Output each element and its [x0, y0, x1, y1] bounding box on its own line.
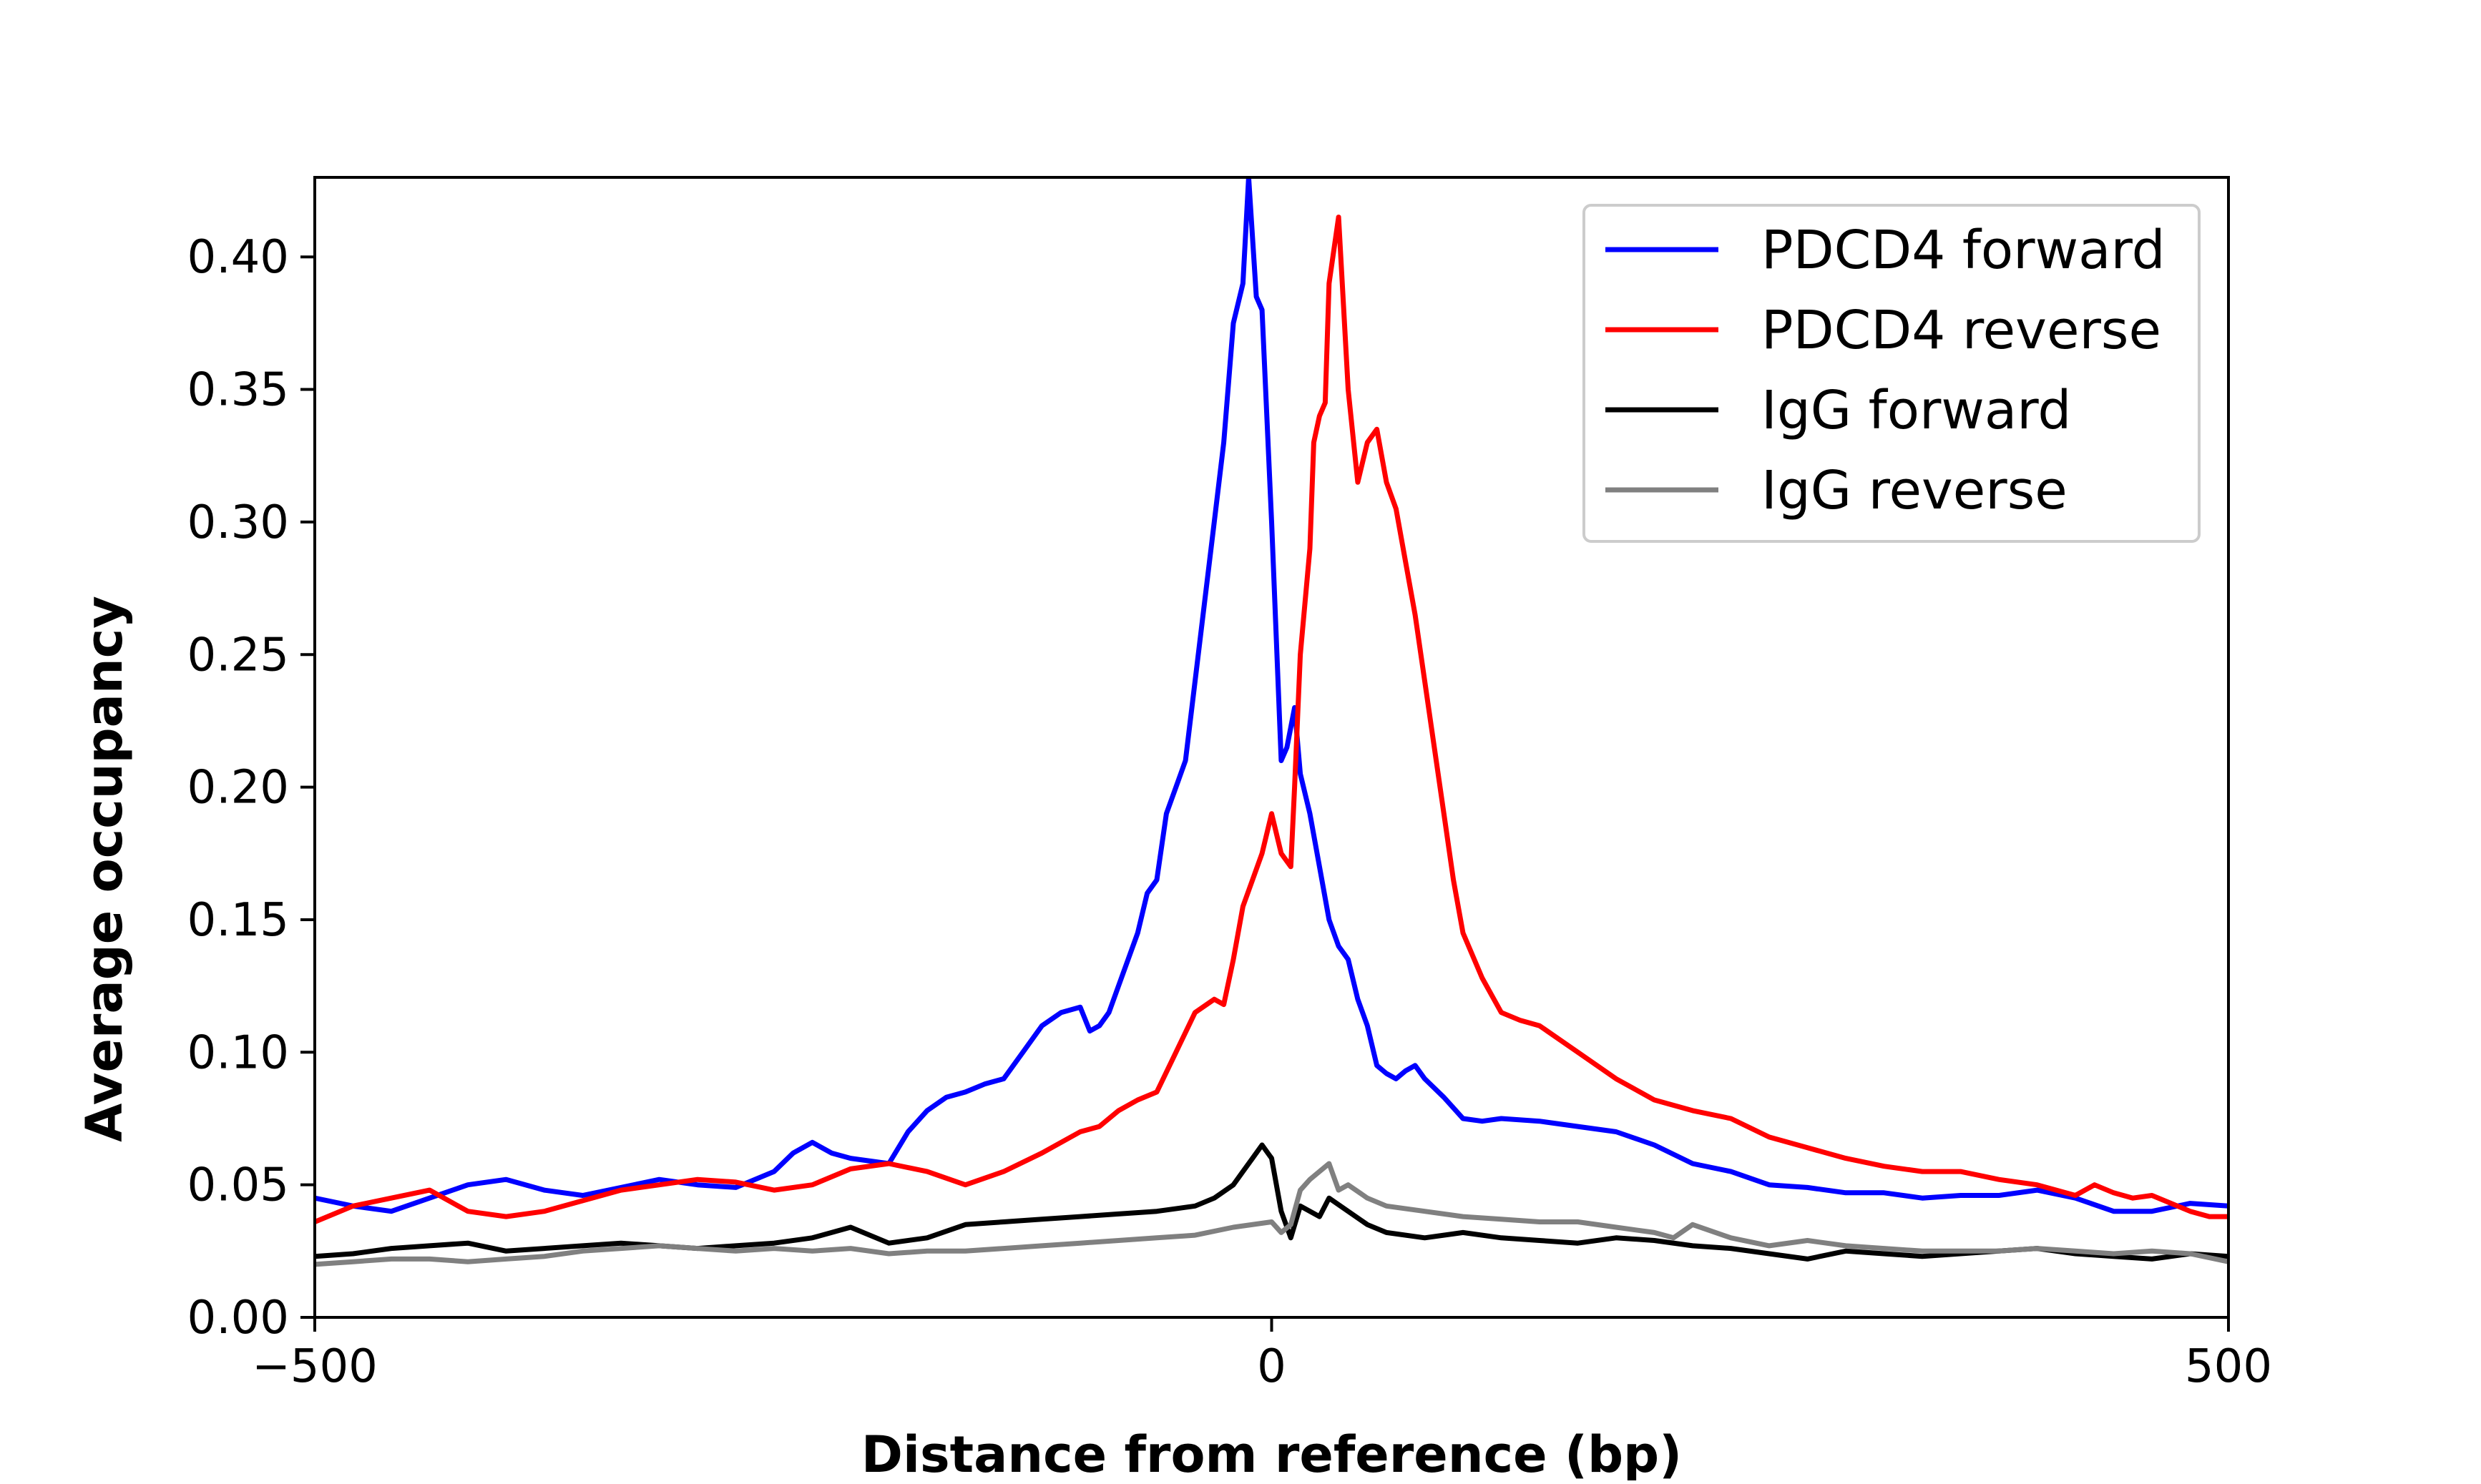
legend: PDCD4 forward PDCD4 reverse IgG forward IgG… — [1582, 204, 2201, 543]
series-line-4 — [315, 1161, 2228, 1267]
legend-box — [1582, 204, 2201, 543]
y-tick-label: 0.05 — [187, 1159, 290, 1212]
x-tick-label: 0 — [1257, 1340, 1286, 1393]
series-line-1 — [315, 177, 2228, 1214]
y-tick-label: 0.30 — [187, 496, 290, 549]
series-line-2 — [315, 215, 2228, 1224]
y-tick-label: 0.15 — [187, 894, 290, 947]
y-tick-label: 0.40 — [187, 231, 290, 284]
legend-label: IgG forward — [1761, 380, 2071, 441]
axes-layer: −500 0 500 0.00 0.05 0.10 0.15 0.20 0.25 0.30 0.35… — [187, 176, 2272, 1393]
y-tick-label: 0.10 — [187, 1026, 290, 1079]
x-axis-title: Distance from reference (bp) — [861, 1425, 1682, 1480]
y-tick-label: 0.35 — [187, 364, 290, 417]
y-axis-title: Average occupancy — [75, 596, 134, 1142]
y-tick-label: 0.20 — [187, 762, 290, 815]
legend-label: PDCD4 forward — [1761, 220, 2166, 281]
y-tick-label: 0.00 — [187, 1292, 290, 1345]
legend-label: PDCD4 reverse — [1761, 300, 2161, 361]
x-tick-label: 500 — [2185, 1340, 2272, 1393]
y-tick-label: 0.25 — [187, 629, 290, 682]
series-layer — [315, 177, 2228, 1267]
legend-label: IgG reverse — [1761, 460, 2068, 521]
x-tick-label: −500 — [252, 1340, 378, 1393]
